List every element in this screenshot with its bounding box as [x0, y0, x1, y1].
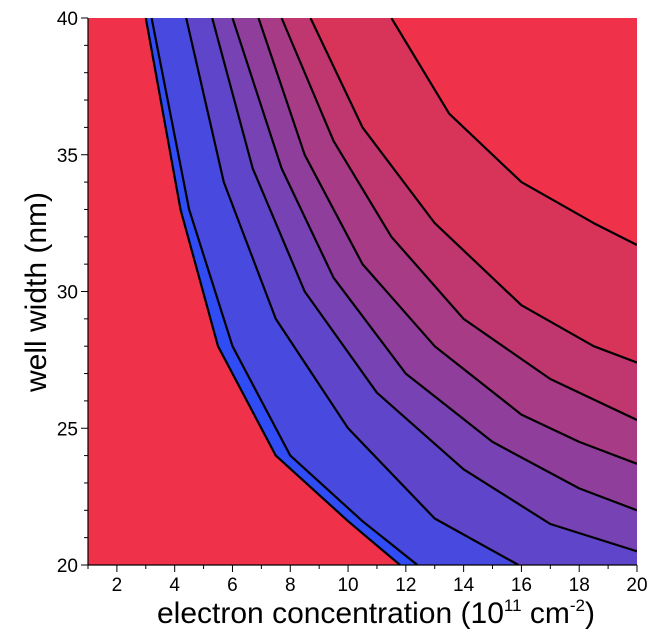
y-tick-label: 20	[57, 556, 78, 577]
contour-line	[390, 18, 637, 246]
x-axis-title: electron concentration (1011 cm-2)	[157, 596, 595, 630]
axes-layer: 2 4 6 8 10 12 14 16 18 20 20 25 30 35 40	[57, 9, 648, 596]
y-tick-label: 30	[57, 283, 78, 304]
y-tick-label: 40	[57, 9, 78, 30]
contour-line	[280, 18, 637, 421]
contour-line	[150, 18, 419, 565]
x-axis-title-sup1: 11	[504, 596, 522, 615]
x-tick-label: 2	[112, 575, 123, 596]
x-tick-label: 12	[395, 575, 416, 596]
x-axis-title-mid: cm	[522, 597, 570, 630]
contour-line	[309, 18, 637, 364]
contour-line	[185, 18, 520, 565]
contour-line	[257, 18, 637, 465]
x-tick-label: 14	[453, 575, 475, 596]
x-tick-label: 8	[285, 575, 296, 596]
y-tick-label: 35	[57, 146, 78, 167]
x-axis-title-sup2: -2	[570, 596, 585, 615]
contour-line	[144, 18, 401, 565]
x-axis-title-end: )	[585, 597, 595, 630]
x-tick-label: 10	[337, 575, 358, 596]
contour-layer	[144, 18, 637, 565]
x-tick-label: 6	[227, 575, 238, 596]
x-tick-label: 4	[169, 575, 180, 596]
contour-line	[231, 18, 637, 512]
y-tick-label: 25	[57, 419, 78, 440]
x-tick-label: 16	[511, 575, 532, 596]
x-tick-label: 20	[626, 575, 647, 596]
x-axis-title-main: electron concentration (10	[157, 597, 504, 630]
x-tick-label: 18	[569, 575, 590, 596]
y-axis-title: well width (nm)	[20, 192, 53, 393]
plot-area	[88, 18, 637, 565]
contour-line	[211, 18, 637, 553]
